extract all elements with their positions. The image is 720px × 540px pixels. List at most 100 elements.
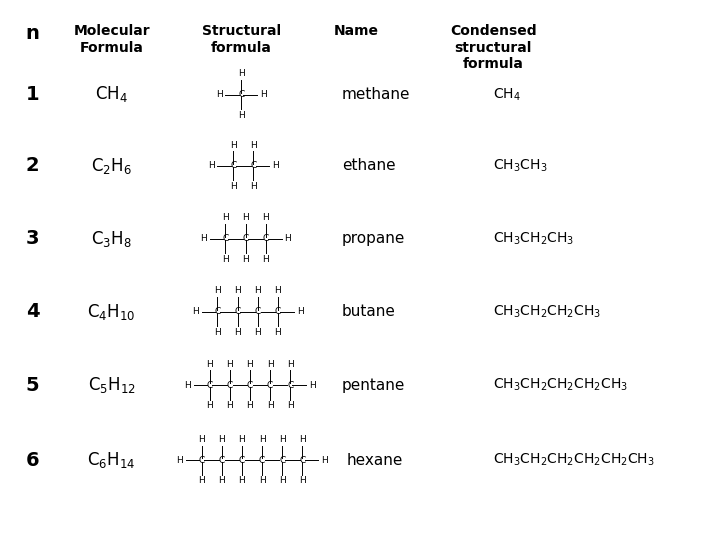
- Text: C: C: [279, 456, 285, 464]
- Text: 1: 1: [26, 85, 39, 104]
- Text: H: H: [254, 286, 261, 295]
- Text: H: H: [238, 476, 246, 485]
- Text: propane: propane: [342, 231, 405, 246]
- Text: H: H: [238, 435, 246, 444]
- Text: H: H: [262, 255, 269, 264]
- Text: H: H: [279, 476, 286, 485]
- Text: pentane: pentane: [342, 377, 405, 393]
- Text: H: H: [234, 286, 241, 295]
- Text: C: C: [235, 307, 240, 316]
- Text: H: H: [218, 476, 225, 485]
- Text: H: H: [299, 476, 306, 485]
- Text: H: H: [234, 328, 241, 337]
- Text: H: H: [309, 381, 315, 389]
- Text: H: H: [250, 182, 257, 191]
- Text: H: H: [246, 401, 253, 410]
- Text: methane: methane: [342, 87, 410, 102]
- Text: H: H: [230, 182, 237, 191]
- Text: H: H: [226, 360, 233, 369]
- Text: H: H: [214, 286, 221, 295]
- Text: 5: 5: [26, 375, 39, 395]
- Text: H: H: [200, 234, 207, 243]
- Text: ethane: ethane: [342, 158, 395, 173]
- Text: H: H: [266, 360, 274, 369]
- Text: Name: Name: [334, 24, 379, 38]
- Text: CH$_3$CH$_2$CH$_2$CH$_2$CH$_3$: CH$_3$CH$_2$CH$_2$CH$_2$CH$_3$: [493, 377, 628, 393]
- Text: C: C: [247, 381, 253, 389]
- Text: CH$_4$: CH$_4$: [95, 84, 128, 105]
- Text: Molecular
Formula: Molecular Formula: [73, 24, 150, 55]
- Text: H: H: [246, 360, 253, 369]
- Text: C: C: [259, 456, 265, 464]
- Text: H: H: [198, 435, 205, 444]
- Text: H: H: [266, 401, 274, 410]
- Text: H: H: [206, 360, 213, 369]
- Text: 4: 4: [26, 302, 39, 321]
- Text: H: H: [226, 401, 233, 410]
- Text: H: H: [250, 140, 257, 150]
- Text: C: C: [267, 381, 273, 389]
- Text: C$_5$H$_{12}$: C$_5$H$_{12}$: [88, 375, 135, 395]
- Text: H: H: [242, 255, 249, 264]
- Text: C: C: [227, 381, 233, 389]
- Text: hexane: hexane: [347, 453, 403, 468]
- Text: H: H: [258, 435, 266, 444]
- Text: H: H: [222, 213, 229, 222]
- Text: C: C: [263, 234, 269, 243]
- Text: C: C: [207, 381, 212, 389]
- Text: H: H: [214, 328, 221, 337]
- Text: H: H: [272, 161, 279, 170]
- Text: C: C: [275, 307, 281, 316]
- Text: C: C: [222, 234, 228, 243]
- Text: C$_4$H$_{10}$: C$_4$H$_{10}$: [87, 301, 136, 322]
- Text: H: H: [192, 307, 199, 316]
- Text: H: H: [279, 435, 286, 444]
- Text: n: n: [25, 24, 40, 43]
- Text: H: H: [242, 213, 249, 222]
- Text: 2: 2: [26, 156, 39, 176]
- Text: 6: 6: [26, 450, 39, 470]
- Text: H: H: [274, 286, 282, 295]
- Text: Structural
formula: Structural formula: [202, 24, 281, 55]
- Text: H: H: [176, 456, 183, 464]
- Text: H: H: [198, 476, 205, 485]
- Text: 3: 3: [26, 229, 39, 248]
- Text: C: C: [239, 456, 245, 464]
- Text: butane: butane: [342, 304, 396, 319]
- Text: C$_2$H$_6$: C$_2$H$_6$: [91, 156, 132, 176]
- Text: H: H: [262, 213, 269, 222]
- Text: H: H: [297, 307, 303, 316]
- Text: H: H: [184, 381, 191, 389]
- Text: H: H: [206, 401, 213, 410]
- Text: H: H: [299, 435, 306, 444]
- Text: C: C: [243, 234, 248, 243]
- Text: CH$_4$: CH$_4$: [493, 86, 521, 103]
- Text: CH$_3$CH$_3$: CH$_3$CH$_3$: [493, 158, 548, 174]
- Text: H: H: [258, 476, 266, 485]
- Text: CH$_3$CH$_2$CH$_2$CH$_3$: CH$_3$CH$_2$CH$_2$CH$_3$: [493, 303, 601, 320]
- Text: H: H: [274, 328, 282, 337]
- Text: H: H: [254, 328, 261, 337]
- Text: C: C: [199, 456, 204, 464]
- Text: H: H: [260, 90, 266, 99]
- Text: H: H: [208, 161, 215, 170]
- Text: C: C: [238, 90, 244, 99]
- Text: C: C: [255, 307, 261, 316]
- Text: C: C: [251, 161, 256, 170]
- Text: H: H: [287, 401, 294, 410]
- Text: C: C: [219, 456, 225, 464]
- Text: C: C: [300, 456, 305, 464]
- Text: Condensed
structural
formula: Condensed structural formula: [450, 24, 536, 71]
- Text: C: C: [287, 381, 293, 389]
- Text: H: H: [238, 69, 245, 78]
- Text: H: H: [230, 140, 237, 150]
- Text: C: C: [230, 161, 236, 170]
- Text: H: H: [284, 234, 291, 243]
- Text: C: C: [215, 307, 220, 316]
- Text: H: H: [222, 255, 229, 264]
- Text: H: H: [218, 435, 225, 444]
- Text: C$_3$H$_8$: C$_3$H$_8$: [91, 228, 132, 249]
- Text: H: H: [287, 360, 294, 369]
- Text: CH$_3$CH$_2$CH$_2$CH$_2$CH$_2$CH$_3$: CH$_3$CH$_2$CH$_2$CH$_2$CH$_2$CH$_3$: [493, 452, 655, 468]
- Text: C$_6$H$_{14}$: C$_6$H$_{14}$: [87, 450, 136, 470]
